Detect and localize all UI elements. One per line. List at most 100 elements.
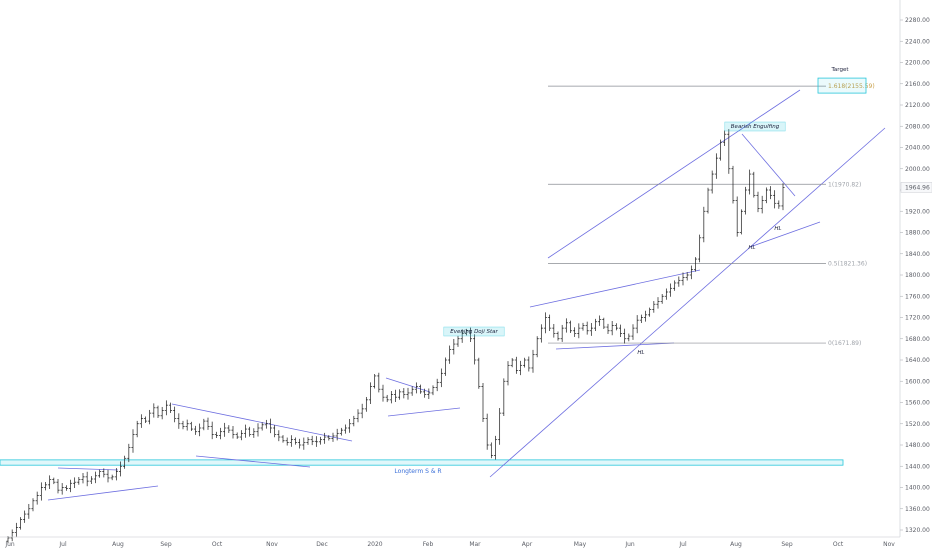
candle: [89, 476, 93, 484]
candle: [118, 461, 123, 477]
candle: [181, 420, 185, 430]
candle: [648, 307, 652, 317]
candle: [643, 310, 648, 322]
candle: [335, 428, 339, 441]
candle: [668, 283, 673, 297]
candle: [739, 209, 743, 235]
trend-line: [385, 377, 431, 393]
drawings-layer: Longterm S & R 1.618(2155.59) 1(1970.82) 0.…: [0, 67, 886, 501]
candle: [368, 382, 373, 404]
x-tick-label: Sep: [781, 541, 793, 548]
candle: [702, 206, 706, 243]
candle: [77, 476, 81, 485]
candle: [310, 435, 314, 446]
candle: [264, 419, 268, 429]
candle: [327, 435, 331, 441]
candle: [410, 386, 414, 396]
candle: [602, 317, 606, 329]
candle: [710, 170, 714, 194]
y-tick-label: 1400.00: [905, 485, 930, 492]
trend-line: [47, 485, 159, 501]
candle: [627, 333, 631, 342]
candle: [448, 345, 452, 364]
candle: [260, 422, 264, 431]
candle: [373, 374, 377, 389]
fib-level-label: 0.5(1821.36): [828, 261, 867, 268]
candle: [139, 414, 143, 428]
candle: [48, 475, 52, 489]
candle: [160, 406, 164, 420]
candle: [364, 396, 368, 412]
hl-label: HL: [748, 245, 755, 251]
candle: [177, 413, 181, 429]
support-resistance-zone: [0, 459, 844, 466]
candle: [381, 384, 385, 402]
candle: [210, 421, 214, 440]
candle: [664, 288, 668, 300]
trend-line: [529, 269, 701, 308]
fib-level-label: 0(1671.89): [828, 340, 861, 347]
candle: [10, 529, 14, 542]
candle: [127, 443, 131, 463]
candle: [43, 481, 48, 491]
candle: [589, 323, 593, 336]
x-tick-label: Aug: [730, 541, 742, 548]
candle: [81, 473, 85, 484]
candle: [652, 301, 656, 313]
bearish-engulfing-label-box: [724, 121, 786, 132]
candle: [318, 436, 323, 445]
candle: [489, 442, 493, 459]
candle: [393, 389, 398, 402]
y-tick-label: 1680.00: [905, 336, 930, 343]
candle: [356, 409, 360, 423]
y-tick-label: 1600.00: [905, 378, 930, 385]
candle: [656, 297, 660, 309]
candle: [523, 357, 527, 368]
candle: [581, 322, 585, 331]
candle: [435, 378, 439, 392]
evening-doji-star-label: Evening Doji Star: [450, 329, 498, 335]
candle: [543, 312, 548, 334]
candle: [123, 455, 127, 469]
y-tick-label: 1760.00: [905, 293, 930, 300]
candle: [218, 427, 223, 440]
candle: [548, 314, 552, 331]
candle: [693, 257, 698, 272]
candle: [348, 418, 352, 433]
candle: [502, 378, 506, 416]
candle: [314, 436, 318, 447]
candle: [23, 510, 27, 523]
candle: [18, 517, 23, 530]
fib-level-label: 1.618(2155.59): [828, 83, 875, 90]
candle: [614, 323, 618, 331]
candle: [781, 183, 785, 211]
candle: [418, 384, 423, 394]
y-tick-label: 2040.00: [905, 145, 930, 152]
candle: [768, 186, 773, 200]
candle: [777, 200, 781, 209]
support-resistance-label: Longterm S & R: [394, 468, 441, 475]
candle: [598, 315, 602, 326]
x-tick-label: Dec: [316, 541, 328, 548]
candle: [443, 357, 448, 376]
y-tick-label: 2280.00: [905, 17, 930, 24]
candle: [110, 474, 114, 481]
y-tick-label: 2200.00: [905, 60, 930, 67]
candle: [773, 190, 777, 209]
candle: [564, 318, 568, 333]
candle: [277, 430, 281, 442]
candle: [164, 400, 168, 416]
candles-layer: [6, 129, 785, 544]
candle: [56, 479, 60, 494]
candle: [331, 432, 335, 442]
y-tick-label: 2080.00: [905, 123, 930, 130]
y-tick-label: 1880.00: [905, 230, 930, 237]
y-tick-label: 2000.00: [905, 166, 930, 173]
candle: [156, 405, 160, 419]
candle: [323, 432, 327, 444]
x-tick-label: Sep: [160, 541, 172, 548]
x-tick-label: Jul: [678, 541, 687, 548]
trend-line: [547, 89, 801, 259]
